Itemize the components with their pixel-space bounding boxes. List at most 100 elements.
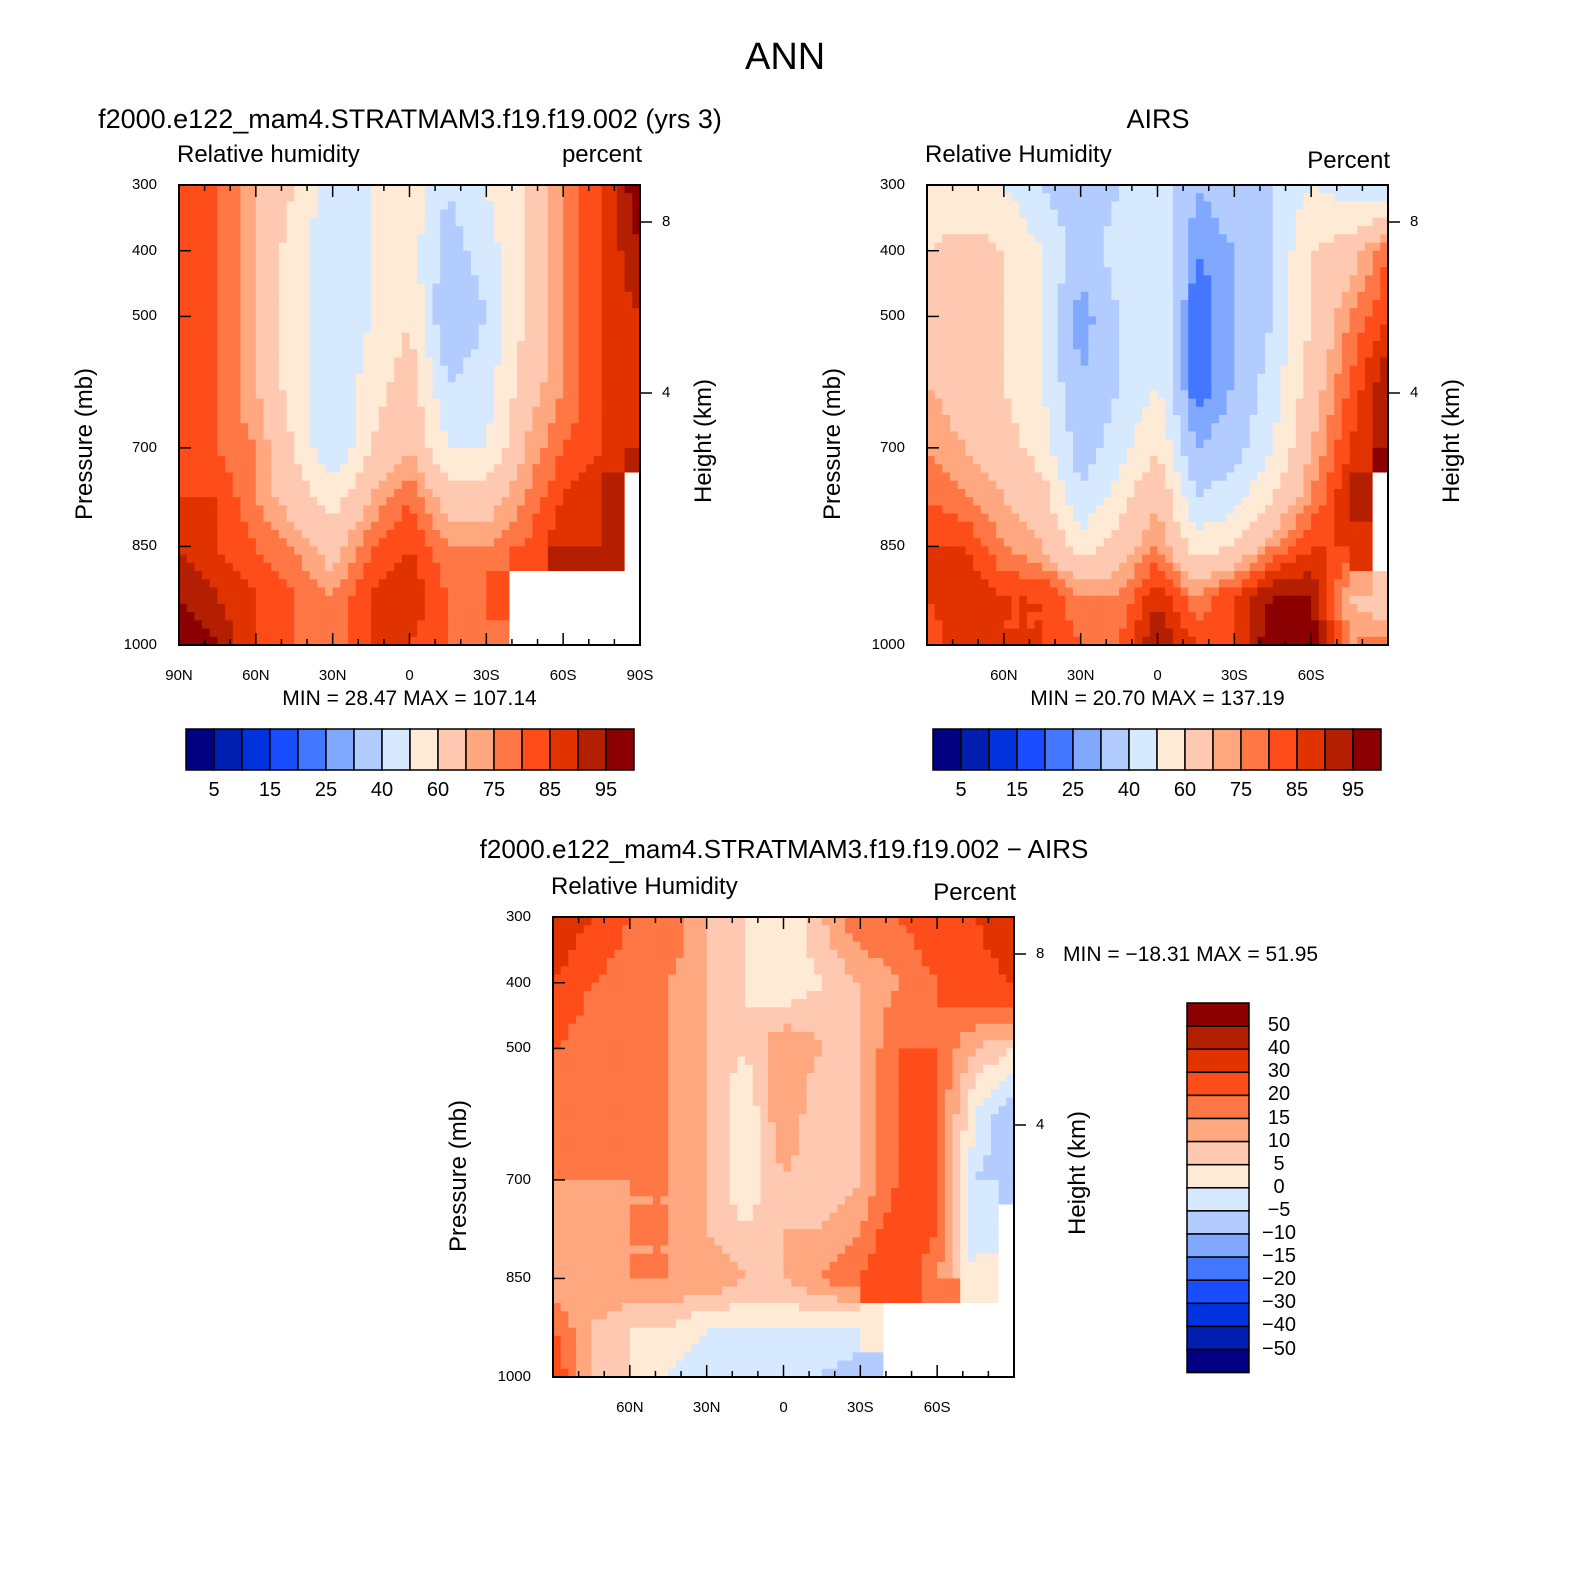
contour-cell	[186, 447, 195, 457]
contour-cell	[248, 530, 257, 539]
contour-cell	[532, 447, 541, 457]
contour-cell	[386, 447, 395, 457]
contour-cell	[1065, 300, 1074, 309]
contour-cell	[593, 217, 603, 227]
contour-cell	[1003, 341, 1013, 350]
contour-cell	[1295, 308, 1305, 318]
contour-cell	[455, 316, 464, 326]
contour-cell	[386, 456, 395, 465]
contour-cell	[194, 275, 203, 285]
contour-cell	[386, 472, 395, 482]
contour-cell	[217, 349, 226, 359]
contour-cell	[1357, 365, 1366, 375]
contour-cell	[378, 398, 388, 408]
contour-cell	[424, 324, 434, 334]
contour-cell	[409, 415, 418, 424]
contour-cell	[532, 267, 541, 276]
contour-cell	[593, 628, 603, 638]
contour-cell	[271, 628, 280, 638]
contour-cell	[1180, 185, 1189, 194]
contour-cell	[988, 185, 997, 194]
contour-cell	[1088, 324, 1097, 334]
contour-cell	[255, 209, 265, 219]
contour-cell	[1011, 390, 1020, 400]
contour-cell	[996, 349, 1005, 359]
contour-cell	[1326, 365, 1335, 375]
contour-cell	[232, 373, 242, 383]
contour-cell	[417, 349, 426, 359]
contour-cell	[532, 291, 541, 301]
contour-cell	[432, 406, 441, 416]
contour-cell	[217, 571, 226, 580]
contour-cell	[1257, 373, 1266, 383]
contour-cell	[540, 209, 549, 219]
contour-cell	[927, 291, 936, 301]
contour-cell	[555, 587, 564, 597]
contour-cell	[1234, 373, 1243, 383]
contour-cell	[532, 554, 541, 564]
contour-cell	[409, 497, 418, 506]
contour-cell	[186, 497, 195, 506]
contour-cell	[1341, 283, 1351, 293]
contour-cell	[524, 456, 534, 465]
contour-cell	[324, 324, 334, 334]
contour-cell	[601, 258, 610, 268]
contour-cell	[1249, 234, 1258, 244]
contour-cell	[973, 193, 982, 203]
contour-cell	[563, 324, 572, 334]
contour-cell	[532, 636, 541, 646]
contour-cell	[225, 250, 234, 260]
contour-cell	[386, 554, 395, 564]
contour-cell	[934, 201, 943, 211]
contour-cell	[394, 193, 403, 203]
contour-cell	[988, 357, 997, 367]
contour-cell	[1049, 365, 1059, 375]
contour-cell	[478, 546, 487, 556]
contour-cell	[1103, 283, 1112, 293]
contour-cell	[563, 234, 572, 244]
contour-cell	[271, 415, 280, 424]
contour-cell	[463, 612, 472, 621]
contour-cell	[478, 423, 487, 433]
contour-cell	[973, 300, 982, 309]
contour-cell	[217, 603, 226, 613]
contour-cell	[209, 373, 219, 383]
contour-cell	[432, 562, 441, 572]
contour-cell	[601, 267, 610, 276]
contour-cell	[470, 283, 480, 293]
contour-cell	[332, 554, 341, 564]
contour-cell	[624, 185, 633, 194]
contour-cell	[563, 603, 572, 613]
contour-cell	[578, 308, 587, 318]
contour-cell	[294, 390, 303, 400]
contour-cell	[1142, 209, 1151, 219]
contour-cell	[209, 423, 219, 433]
contour-cell	[240, 357, 249, 367]
contour-cell	[616, 456, 626, 465]
contour-cell	[616, 620, 626, 630]
contour-cell	[286, 234, 295, 244]
contour-cell	[1341, 316, 1351, 326]
contour-cell	[1218, 185, 1228, 194]
contour-cell	[271, 291, 280, 301]
contour-cell	[563, 275, 572, 285]
contour-cell	[248, 373, 257, 383]
contour-cell	[248, 316, 257, 326]
contour-cell	[1034, 341, 1043, 350]
contour-cell	[432, 497, 441, 506]
contour-cell	[447, 488, 457, 498]
contour-cell	[386, 209, 395, 219]
contour-cell	[532, 439, 541, 449]
contour-cell	[417, 226, 426, 235]
contour-cell	[540, 439, 549, 449]
contour-cell	[547, 439, 557, 449]
contour-cell	[1142, 373, 1151, 383]
contour-cell	[1188, 217, 1197, 227]
contour-cell	[1019, 357, 1028, 367]
contour-cell	[1188, 226, 1197, 235]
contour-cell	[1096, 275, 1105, 285]
contour-cell	[355, 513, 364, 523]
contour-cell	[547, 373, 557, 383]
contour-cell	[202, 595, 211, 605]
contour-cell	[570, 587, 580, 597]
